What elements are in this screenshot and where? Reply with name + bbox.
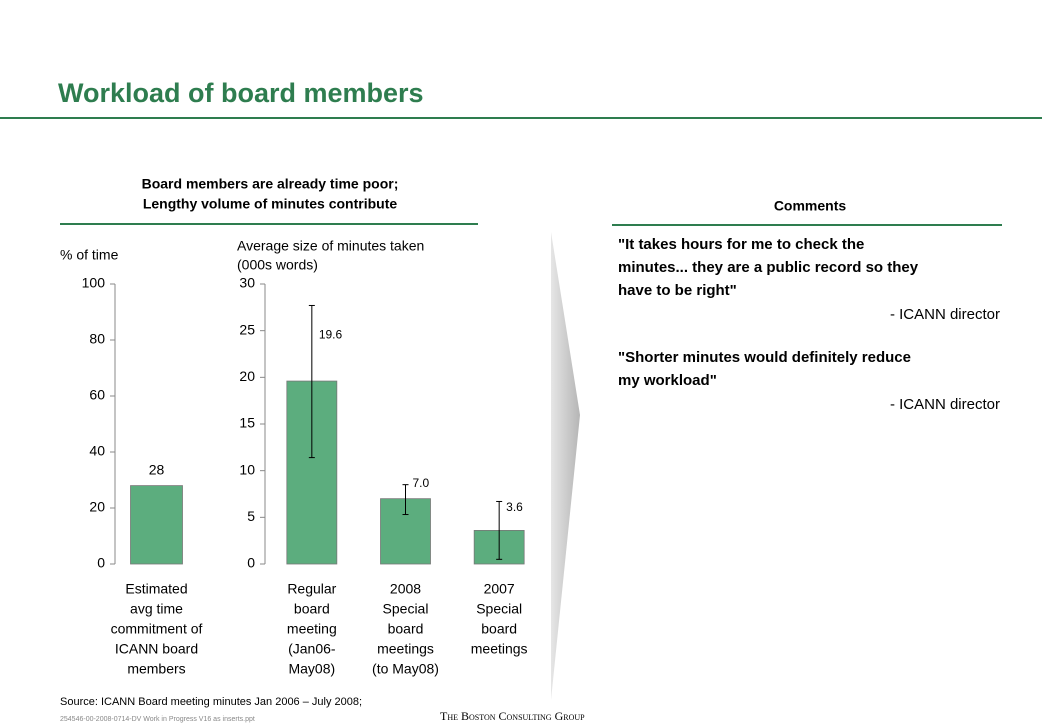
x-tick-label: 2007 — [484, 581, 515, 597]
x-tick-label: meetings — [471, 641, 528, 657]
y-tick-label: 0 — [247, 555, 255, 571]
quote: my workload" — [618, 372, 717, 389]
x-tick-label: avg time — [130, 601, 183, 617]
x-tick-label: board — [481, 621, 517, 637]
data-label: 3.6 — [506, 500, 523, 514]
y-tick-label: 20 — [239, 368, 255, 384]
x-tick-label: 2008 — [390, 581, 421, 597]
x-tick-label: meeting — [287, 621, 337, 637]
x-tick-label: commitment of — [111, 621, 203, 637]
y-tick-label: 10 — [239, 461, 255, 477]
y-tick-label: 0 — [97, 555, 105, 571]
y-tick-label: 15 — [239, 415, 255, 431]
data-label: 7.0 — [413, 476, 430, 490]
x-tick-label: meetings — [377, 641, 434, 657]
x-tick-label: board — [388, 621, 424, 637]
y-axis-label: Average size of minutes taken — [237, 238, 424, 254]
x-tick-label: Estimated — [125, 581, 187, 597]
x-tick-label: (to May08) — [372, 661, 439, 677]
y-tick-label: 5 — [247, 508, 255, 524]
x-tick-label: Special — [383, 601, 429, 617]
quote-author: - ICANN director — [890, 396, 1000, 413]
quote: have to be right" — [618, 282, 737, 299]
y-tick-label: 60 — [89, 387, 105, 403]
y-tick-label: 40 — [89, 443, 105, 459]
x-tick-label: board — [294, 601, 330, 617]
y-tick-label: 20 — [89, 499, 105, 515]
arrow — [551, 232, 580, 700]
quote: "Shorter minutes would definitely reduce — [618, 349, 911, 366]
left-header: Lengthy volume of minutes contribute — [143, 196, 398, 212]
quote: minutes... they are a public record so t… — [618, 259, 919, 276]
slide-title: Workload of board members — [58, 78, 424, 108]
x-tick-label: (Jan06- — [288, 641, 336, 657]
right-header: Comments — [774, 198, 847, 214]
y-axis-label: % of time — [60, 247, 119, 263]
x-tick-label: members — [127, 661, 185, 677]
y-tick-label: 100 — [82, 275, 106, 291]
y-tick-label: 25 — [239, 321, 255, 337]
left-header: Board members are already time poor; — [142, 176, 399, 192]
company: The Boston Consulting Group — [440, 709, 585, 723]
quote: "It takes hours for me to check the — [618, 236, 864, 253]
quote-author: - ICANN director — [890, 306, 1000, 323]
x-tick-label: ICANN board — [115, 641, 198, 657]
data-label: 28 — [149, 461, 165, 477]
y-tick-label: 80 — [89, 331, 105, 347]
data-label: 19.6 — [319, 327, 343, 341]
x-tick-label: Special — [476, 601, 522, 617]
bar — [130, 485, 183, 565]
x-tick-label: Regular — [287, 581, 336, 597]
source: Source: ICANN Board meeting minutes Jan … — [60, 696, 362, 708]
x-tick-label: May08) — [288, 661, 335, 677]
file-name: 254546-00-2008-0714-DV Work in Progress … — [60, 716, 255, 723]
y-tick-label: 30 — [239, 275, 255, 291]
y-axis-label: (000s words) — [237, 257, 318, 273]
